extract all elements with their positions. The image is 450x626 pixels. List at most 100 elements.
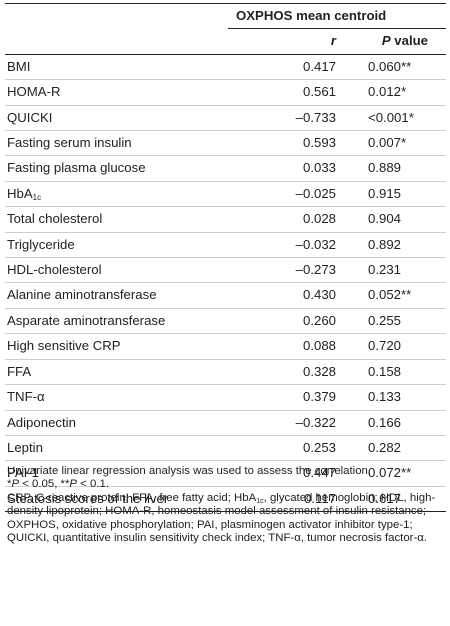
table-row: High sensitive CRP 0.088 0.720: [5, 333, 446, 360]
table-row: HDL-cholesterol –0.273 0.231: [5, 257, 446, 284]
p-value-cell: 0.915: [356, 181, 446, 208]
r-column-header: r: [228, 28, 356, 55]
table-row: TNF-α 0.379 0.133: [5, 384, 446, 411]
row-label: HOMA-R: [5, 79, 228, 106]
row-label-text: QUICKI: [7, 109, 53, 125]
r-value: –0.322: [228, 410, 356, 436]
row-label-text: Fasting plasma glucose: [7, 160, 146, 176]
row-label-subscript: 1c: [32, 192, 42, 202]
p-value-cell: 0.007*: [356, 130, 446, 157]
row-label-text: Adiponectin: [7, 414, 76, 430]
table-row: QUICKI –0.733 <0.001*: [5, 105, 446, 132]
group-header-row: OXPHOS mean centroid: [5, 3, 446, 30]
abbrev-subscript: 1c: [256, 497, 264, 505]
table-body: BMI 0.417 0.060** HOMA-R 0.561 0.012* QUICKI –0…: [5, 54, 446, 513]
p-value-cell: 0.133: [356, 384, 446, 411]
row-label-text: Asparate aminotransferase: [7, 312, 166, 328]
r-value: 0.417: [228, 54, 356, 81]
row-label: Adiponectin: [5, 410, 228, 436]
p-value-cell: 0.231: [356, 257, 446, 284]
p-value: 0.012*: [368, 84, 407, 100]
table-row: HOMA-R 0.561 0.012*: [5, 79, 446, 106]
table-row: Fasting plasma glucose 0.033 0.889: [5, 155, 446, 182]
p-value-cell: 0.072**: [356, 460, 446, 487]
table-row: Fasting serum insulin 0.593 0.007*: [5, 130, 446, 157]
p-value: 0.282: [368, 439, 402, 455]
r-value: 0.088: [228, 333, 356, 360]
row-label: BMI: [5, 54, 228, 81]
row-label: Total cholesterol: [5, 206, 228, 233]
p-value: 0.072**: [368, 465, 412, 481]
sig-text2: < 0.1.: [77, 478, 109, 491]
abbrev-part-a: CRP, C-reactive protein; FFA, free fatty…: [7, 491, 257, 504]
r-value: –0.273: [228, 257, 356, 284]
row-label-text: Total cholesterol: [7, 211, 103, 227]
p-value-cell: 0.892: [356, 232, 446, 259]
abbrev-part-b: , glycated hemoglobin; HDL, high-density…: [7, 491, 436, 545]
row-label-text: Alanine aminotransferase: [7, 287, 157, 303]
row-label-text: FFA: [7, 363, 32, 379]
table-row: BMI 0.417 0.060**: [5, 54, 446, 81]
r-value: –0.032: [228, 232, 356, 259]
r-value: 0.117: [228, 486, 356, 513]
row-label: Steatosis scores of the liver: [5, 486, 228, 513]
row-label-text: HDL-cholesterol: [7, 262, 102, 278]
p-value-cell: 0.282: [356, 435, 446, 462]
p-value: 0.892: [368, 236, 402, 252]
table-row: Adiponectin –0.322 0.166: [5, 410, 446, 436]
p-value-cell: 0.720: [356, 333, 446, 360]
table-row: Asparate aminotransferase 0.260 0.255: [5, 308, 446, 335]
p-value-cell: 0.617: [356, 486, 446, 513]
p-value: 0.060**: [368, 58, 412, 74]
row-label-text: High sensitive CRP: [7, 338, 121, 354]
row-label: HbA1c: [5, 181, 228, 208]
p-value-cell: 0.255: [356, 308, 446, 335]
row-label: Asparate aminotransferase: [5, 308, 228, 335]
row-label: Fasting serum insulin: [5, 130, 228, 157]
r-value: 0.561: [228, 79, 356, 106]
p-value: 0.052**: [368, 287, 412, 303]
table-row: HbA1c –0.025 0.915: [5, 181, 446, 208]
correlation-table: OXPHOS mean centroid r P value BMI 0.417 0…: [5, 3, 446, 513]
p-value: 0.255: [368, 312, 402, 328]
r-value: 0.447: [228, 460, 356, 487]
table-row: Leptin 0.253 0.282: [5, 435, 446, 462]
row-label-text: Steatosis scores of the liver: [7, 490, 169, 506]
p-value-cell: 0.889: [356, 155, 446, 182]
method-note: Univariate linear regression analysis wa…: [7, 465, 372, 477]
r-value: –0.025: [228, 181, 356, 208]
row-label-text: HOMA-R: [7, 84, 61, 100]
p-value-column-header: P value: [356, 28, 446, 55]
p-value: 0.720: [368, 338, 402, 354]
column-header-row: r P value: [5, 28, 446, 55]
oxphos-group-header: OXPHOS mean centroid: [228, 3, 446, 30]
p-value-cell: 0.158: [356, 359, 446, 386]
r-value: –0.733: [228, 105, 356, 132]
r-value: 0.593: [228, 130, 356, 157]
row-label-text: Fasting serum insulin: [7, 135, 132, 151]
table-footnotes: Univariate linear regression analysis wa…: [7, 465, 445, 545]
p-value-cell: 0.052**: [356, 282, 446, 309]
p-value-cell: 0.166: [356, 410, 446, 436]
r-value: 0.260: [228, 308, 356, 335]
p-value: 0.133: [368, 389, 402, 405]
row-label: High sensitive CRP: [5, 333, 228, 360]
row-label: Fasting plasma glucose: [5, 155, 228, 182]
p-value: 0.889: [368, 160, 402, 176]
sig-p1: P: [11, 478, 20, 491]
row-label: QUICKI: [5, 105, 228, 132]
row-label: HDL-cholesterol: [5, 257, 228, 284]
p-value: 0.166: [368, 414, 402, 430]
row-label: Triglyceride: [5, 232, 228, 259]
sig-text1: < 0.05, **: [19, 478, 70, 491]
r-value: 0.430: [228, 282, 356, 309]
correlation-table-container: OXPHOS mean centroid r P value BMI 0.417 0…: [5, 3, 446, 513]
p-value: 0.007*: [368, 135, 407, 151]
r-value: 0.028: [228, 206, 356, 233]
header-label-cell: [5, 28, 228, 55]
table-row: PAI-1 0.447 0.072**: [5, 460, 446, 487]
table-row: Steatosis scores of the liver 0.117 0.617: [5, 486, 446, 513]
table-row: Triglyceride –0.032 0.892: [5, 232, 446, 259]
p-value-cell: 0.012*: [356, 79, 446, 106]
r-value: 0.379: [228, 384, 356, 411]
